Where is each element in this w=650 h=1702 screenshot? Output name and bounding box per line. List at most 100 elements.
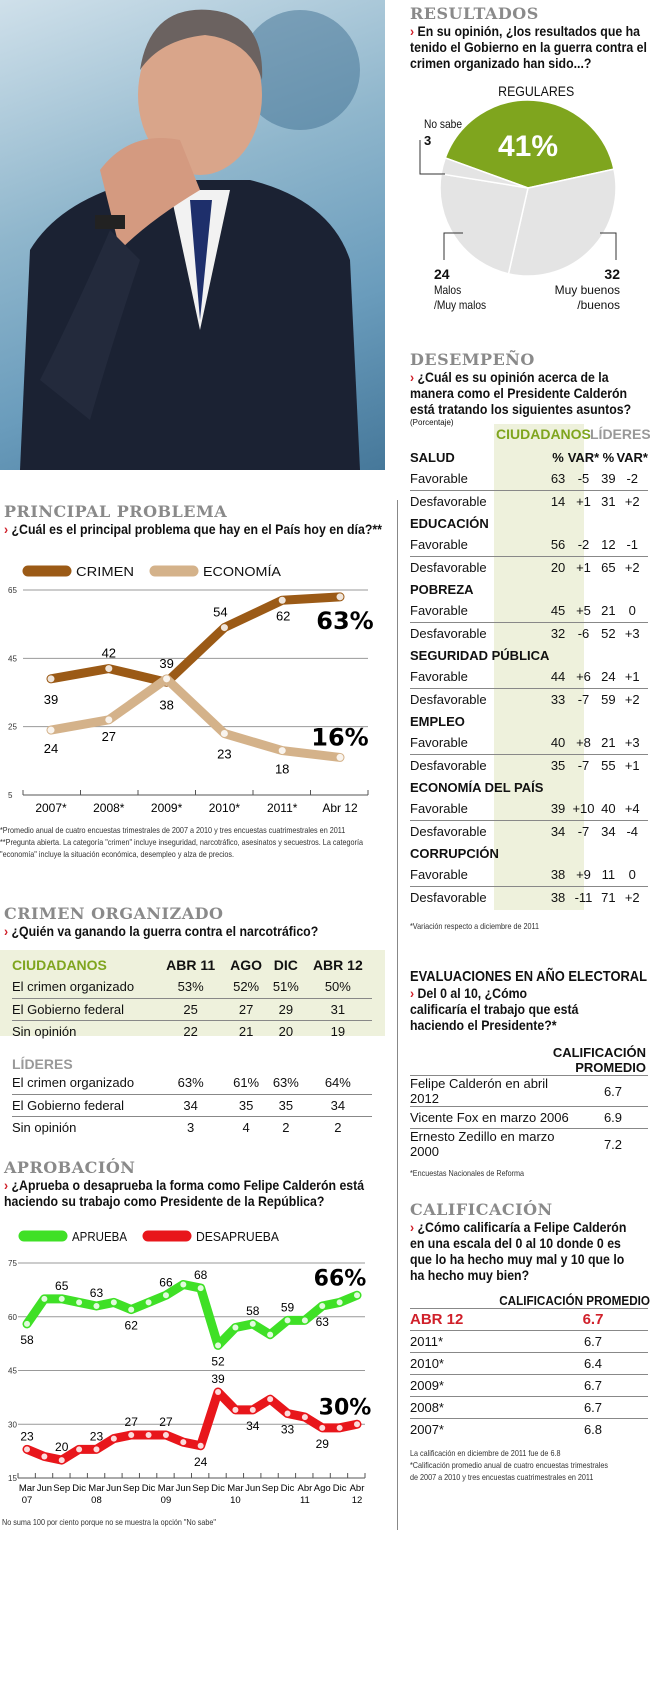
data-point	[180, 1281, 187, 1288]
data-point	[319, 1424, 326, 1431]
x-tick-label: Jun	[106, 1483, 121, 1494]
question-text: ¿Quién va ganando la guerra contra el na…	[11, 923, 319, 939]
question: › Del 0 al 10, ¿Cómo calificaría el trab…	[410, 985, 579, 1033]
x-tick-label: Jun	[245, 1483, 260, 1494]
question-text: ¿Aprueba o desaprueba la forma como Feli…	[4, 1177, 365, 1209]
final-value-crimen: 63%	[316, 607, 373, 635]
data-point	[76, 1446, 83, 1453]
data-label: 23	[20, 1429, 34, 1443]
footnote: *Variación respecto a diciembre de 2011	[410, 921, 540, 931]
ciudadanos-var: +1	[576, 493, 591, 509]
row-value: 6.7	[578, 1075, 648, 1107]
row-label: Favorable	[410, 666, 550, 689]
row-value: 6.7	[538, 1330, 648, 1353]
column-header	[157, 1042, 224, 1072]
x-tick-label: 2009*	[151, 801, 183, 815]
data-point	[93, 1446, 100, 1453]
lideres-var: +2	[624, 691, 640, 707]
data-point	[319, 1303, 326, 1309]
x-tick-label: Dic	[72, 1483, 86, 1494]
col-var: VAR*	[616, 449, 648, 465]
row-label: ABR 12	[410, 1308, 538, 1331]
desempeno-rows: SALUD% VAR*% VAR* Favorable 63 -5 39 -2 Desfavor…	[410, 446, 648, 908]
aprobacion-line-chart: 15 30 45 60 75 APRUEBA DESAPRUEBA 58 65 63 62 66 68 5…	[8, 1229, 371, 1506]
ciudadanos-pct: 32	[550, 625, 566, 641]
row-label: Vicente Fox en marzo 2006	[410, 1106, 578, 1129]
table-row: 2011* 6.7	[410, 1330, 648, 1353]
data-point	[267, 1331, 274, 1338]
legend-label: ECONOMÍA	[203, 564, 281, 579]
cell-value: 34	[303, 1094, 372, 1117]
data-label: 62	[276, 608, 290, 623]
row-label: Ernesto Zedillo en marzo 2000	[410, 1129, 555, 1159]
x-tick-label: Jun	[176, 1483, 191, 1494]
table-row: Felipe Calderón en abril 2012 6.7	[410, 1075, 648, 1107]
cell-value: 2	[282, 1119, 290, 1135]
question-text: ¿Cómo calificaría a Felipe Calderón en u…	[410, 1219, 627, 1283]
lideres-pct: 71	[601, 889, 616, 905]
cell-value: 63%	[267, 1072, 304, 1095]
unit-label: (Porcentaje)	[410, 418, 454, 427]
row-label: 2009*	[410, 1374, 538, 1397]
section-title: CRIMEN ORGANIZADO	[4, 904, 224, 923]
x-tick-label: 2008*	[93, 801, 125, 815]
table-row: Desfavorable 14 +1 31 +2	[410, 490, 648, 512]
category-row: SEGURIDAD PÚBLICA	[410, 644, 648, 666]
data-label: 52	[211, 1354, 225, 1368]
column-header: AGO	[230, 957, 263, 973]
category-row: CORRUPCIÓN	[410, 842, 648, 864]
data-point	[145, 1299, 152, 1306]
y-tick-label: 45	[8, 1367, 17, 1376]
lideres-var: +1	[624, 757, 640, 773]
column-header	[224, 1042, 268, 1072]
data-point	[284, 1317, 291, 1324]
ciudadanos-var: +9	[566, 864, 601, 887]
header-row: SALUD% VAR*% VAR*	[410, 446, 648, 468]
data-point	[197, 1442, 204, 1449]
legend-label: APRUEBA	[72, 1229, 127, 1244]
lideres-pct: 12	[600, 534, 617, 557]
cell-value: 52%	[224, 976, 268, 999]
row-label: Desfavorable	[410, 625, 487, 641]
data-point	[24, 1320, 30, 1327]
category-label: EMPLEO	[410, 713, 465, 729]
cell-value: 63%	[157, 1072, 225, 1095]
row-label: Favorable	[410, 864, 550, 887]
lideres-var: 0	[616, 600, 648, 623]
row-value: 6.7	[538, 1374, 648, 1397]
column-header: CALIFICACIÓN PROMEDIO	[410, 1045, 650, 1075]
lideres-var: -4	[626, 823, 638, 839]
ciudadanos-pct: 35	[550, 757, 566, 773]
x-tick-label: Ago	[314, 1483, 331, 1494]
calificacion-section: CALIFICACIÓN › ¿Cómo calificaría a Felip…	[410, 1200, 650, 1483]
empty-cell	[600, 578, 616, 600]
data-point	[128, 1432, 135, 1438]
column-header	[268, 1042, 304, 1072]
lideres-var: -2	[616, 468, 648, 491]
ciudadanos-pct: 44	[549, 666, 567, 689]
cell-value: 34	[157, 1094, 225, 1117]
data-point	[301, 1317, 308, 1324]
data-label: 42	[102, 646, 116, 661]
footnote: *Promedio anual de cuatro encuestas trim…	[0, 825, 346, 835]
section-title: APROBACIÓN	[4, 1158, 136, 1177]
cell-value: 64%	[303, 1072, 372, 1095]
ciudadanos-pct: 20	[550, 559, 566, 575]
row-label: 2008*	[410, 1396, 538, 1419]
ciudadanos-pct: 63	[549, 468, 567, 491]
col-pct: %	[552, 449, 564, 465]
cell-value: 4	[242, 1119, 250, 1135]
category-label: SEGURIDAD PÚBLICA	[410, 647, 550, 663]
data-label: 29	[316, 1437, 330, 1451]
lideres-pct: 59	[601, 691, 616, 707]
table-row: El Gobierno federal 25 27 29 31	[12, 998, 372, 1021]
data-label: 27	[159, 1415, 173, 1429]
x-tick-year: 08	[91, 1495, 102, 1506]
empty-cell	[600, 644, 616, 666]
table-row: Sin opinión 22 21 20 19	[12, 1020, 372, 1042]
table-row: Favorable 40 +8 21 +3	[410, 732, 648, 755]
row-label: Desfavorable	[410, 559, 487, 575]
portrait-photo	[0, 0, 385, 470]
category-label: POBREZA	[410, 581, 474, 597]
data-point	[110, 1435, 117, 1442]
